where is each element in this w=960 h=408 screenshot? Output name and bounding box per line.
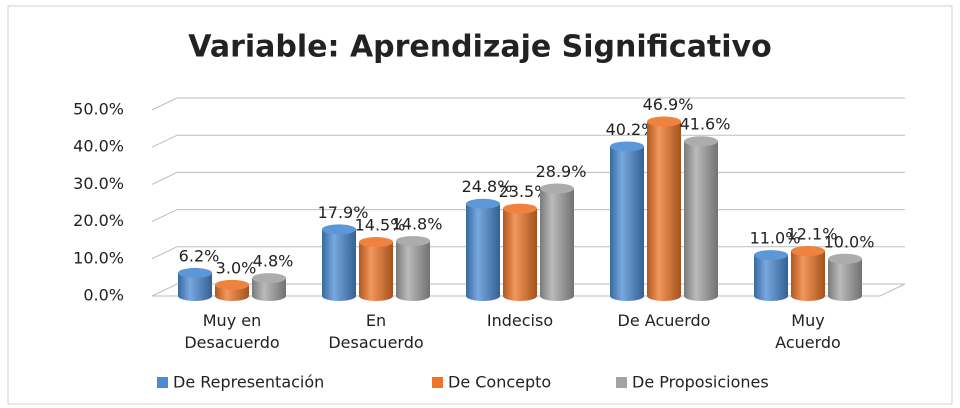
- value-label: 17.9%: [318, 203, 369, 222]
- bar-body: [215, 284, 249, 296]
- bar-body: [754, 255, 788, 296]
- bar-top: [540, 183, 574, 194]
- y-tick-label: 30.0%: [73, 174, 124, 193]
- bar-body: [684, 141, 718, 296]
- x-tick-label: Muy Acuerdo: [775, 311, 841, 352]
- legend-swatch: [616, 377, 627, 388]
- legend-label: De Proposiciones: [632, 373, 769, 392]
- value-label: 40.2%: [606, 120, 657, 139]
- bar: [684, 136, 718, 301]
- bar-top: [178, 267, 212, 278]
- bar: [359, 237, 393, 301]
- value-label: 14.5%: [355, 216, 406, 235]
- bar: [215, 279, 249, 301]
- bar-bottom: [252, 291, 286, 301]
- bar: [396, 235, 430, 301]
- value-label: 14.8%: [392, 214, 443, 233]
- legend-swatch: [432, 377, 443, 388]
- bar-bottom: [396, 291, 430, 301]
- bar-bottom: [791, 291, 825, 301]
- value-label: 4.8%: [253, 252, 294, 271]
- bar-top: [252, 273, 286, 284]
- bar-bottom: [359, 291, 393, 301]
- bar: [503, 203, 537, 301]
- bar-top: [396, 235, 430, 246]
- value-label: 23.5%: [499, 182, 550, 201]
- bar: [754, 250, 788, 301]
- y-tick-label: 10.0%: [73, 248, 124, 267]
- bar-body: [359, 242, 393, 296]
- x-tick-label: En Desacuerdo: [328, 311, 424, 352]
- bar-top: [754, 250, 788, 261]
- bar-body: [791, 250, 825, 296]
- value-label: 11.0%: [750, 229, 801, 248]
- bar: [828, 253, 862, 301]
- bar-body: [828, 258, 862, 296]
- bar-top: [828, 253, 862, 264]
- x-tick-label: Muy en Desacuerdo: [184, 311, 280, 352]
- bar: [610, 141, 644, 301]
- value-label: 24.8%: [462, 177, 513, 196]
- bar-top: [466, 198, 500, 209]
- value-label: 28.9%: [536, 162, 587, 181]
- bar-bottom: [322, 291, 356, 301]
- bar-bottom: [466, 291, 500, 301]
- bar-top: [503, 203, 537, 214]
- y-tick-label: 20.0%: [73, 211, 124, 230]
- bar-top: [684, 136, 718, 147]
- bar-top: [322, 224, 356, 235]
- bar-body: [647, 121, 681, 296]
- y-tick-label: 0.0%: [83, 286, 124, 305]
- value-label: 3.0%: [216, 258, 257, 277]
- bar-top: [647, 116, 681, 127]
- bar-body: [540, 188, 574, 296]
- legend-label: De Concepto: [448, 373, 551, 392]
- floor: [152, 283, 906, 297]
- bar-body: [322, 229, 356, 296]
- bar: [178, 267, 212, 301]
- bar-bottom: [754, 291, 788, 301]
- bar: [540, 183, 574, 301]
- bar-bottom: [647, 291, 681, 301]
- legend-swatch: [157, 377, 168, 388]
- bar: [791, 245, 825, 301]
- bar: [466, 198, 500, 301]
- value-label: 10.0%: [824, 232, 875, 251]
- legend-label: De Representación: [173, 373, 324, 392]
- bar-body: [466, 203, 500, 296]
- x-tick-label: De Acuerdo: [617, 311, 711, 330]
- bar-bottom: [540, 291, 574, 301]
- bar-bottom: [828, 291, 862, 301]
- y-tick-label: 40.0%: [73, 137, 124, 156]
- chart-title: Variable: Aprendizaje Significativo: [188, 30, 771, 65]
- bar-bottom: [215, 291, 249, 301]
- value-label: 46.9%: [643, 95, 694, 114]
- bar-top: [359, 237, 393, 248]
- bar-body: [503, 208, 537, 296]
- bar-top: [215, 279, 249, 290]
- bar-bottom: [610, 291, 644, 301]
- bar-top: [791, 245, 825, 256]
- bar-body: [178, 272, 212, 296]
- bar-body: [396, 240, 430, 296]
- bar-bottom: [178, 291, 212, 301]
- bar-bottom: [503, 291, 537, 301]
- bar: [647, 116, 681, 301]
- value-label: 12.1%: [787, 224, 838, 243]
- bar-body: [610, 146, 644, 296]
- value-label: 6.2%: [179, 246, 220, 265]
- y-tick-label: 50.0%: [73, 100, 124, 119]
- x-tick-label: Indeciso: [486, 311, 554, 330]
- bar-top: [610, 141, 644, 152]
- grid-line: [151, 97, 905, 111]
- bar-body: [252, 278, 286, 296]
- value-label: 41.6%: [680, 115, 731, 134]
- bar: [322, 224, 356, 301]
- bar-bottom: [684, 291, 718, 301]
- bar: [252, 273, 286, 301]
